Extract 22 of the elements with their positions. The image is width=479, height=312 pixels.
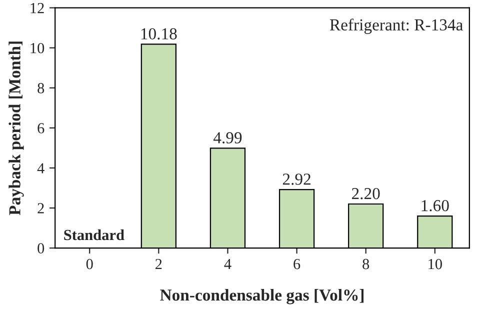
y-tick-label: 12: [30, 2, 44, 14]
x-tick-label: 4: [224, 259, 232, 270]
y-tick-label: 8: [38, 83, 44, 94]
y-tick-label: 6: [38, 123, 44, 134]
y-tick-label: 2: [38, 203, 44, 214]
data-label: 1.60: [422, 200, 449, 212]
data-label: 2.20: [352, 188, 380, 200]
y-tick-label: 10: [30, 42, 44, 54]
x-tick-label: 0: [86, 258, 93, 270]
y-tick-label: 0: [38, 243, 44, 254]
x-axis-title: Non-condensable gas [Vol%]: [160, 288, 364, 304]
y-axis-title: Payback period [Month]: [8, 42, 24, 216]
x-tick-label: 6: [294, 258, 300, 270]
y-tick-label: 4: [37, 163, 44, 174]
data-label: 2.92: [282, 174, 310, 185]
annotation: Refrigerant: R-134a: [330, 18, 463, 34]
x-tick-label: 10: [428, 258, 442, 270]
data-label: 4.99: [213, 132, 242, 144]
x-tick-label: 8: [362, 258, 370, 270]
data-label: 10.18: [141, 28, 177, 40]
annotation: Standard: [64, 229, 124, 240]
x-tick-label: 2: [156, 258, 162, 270]
